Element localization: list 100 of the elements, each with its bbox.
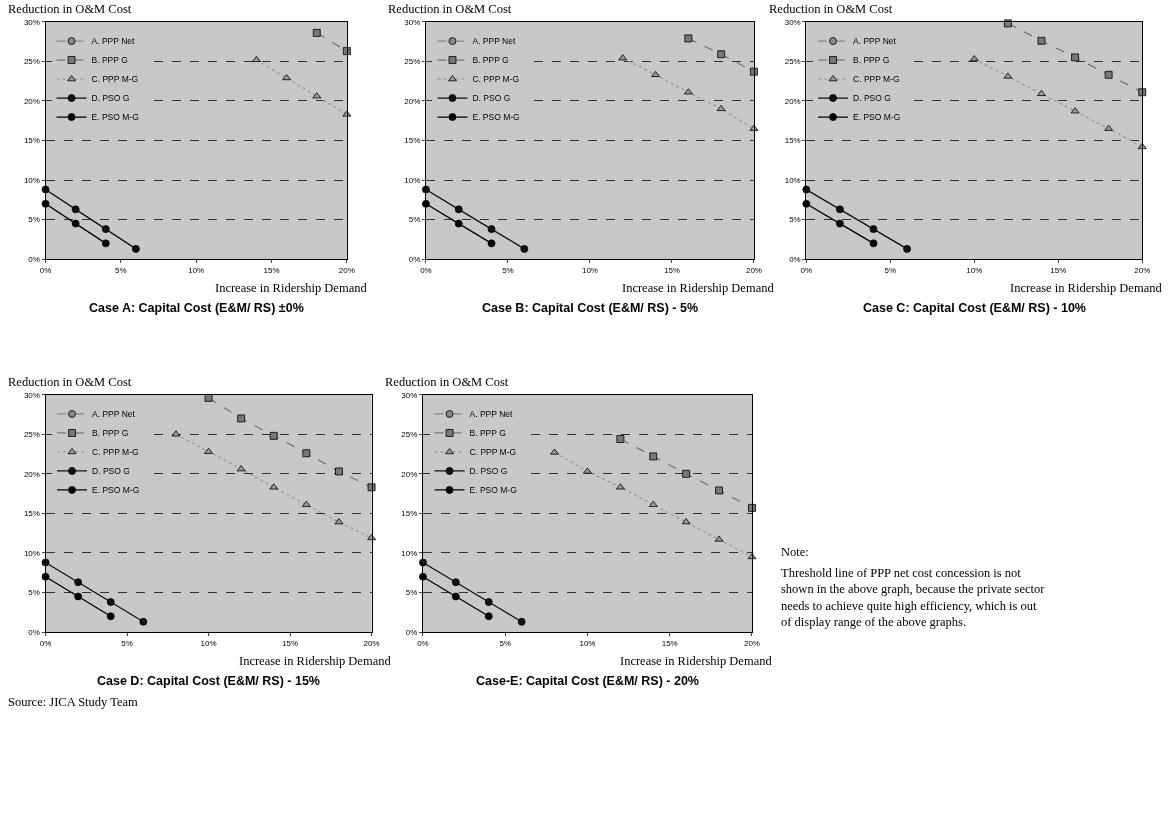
legend-label: E. PSO M-G (91, 112, 139, 123)
y-tick-label: 0% (789, 254, 801, 264)
legend-label: B. PPP G (853, 55, 890, 66)
x-tick-label: 5% (884, 265, 897, 275)
point (616, 435, 625, 443)
point (750, 67, 758, 76)
point (487, 239, 496, 248)
y-tick-label: 30% (23, 17, 40, 27)
y-tick-label: 5% (28, 588, 40, 598)
point (422, 185, 430, 194)
y-tick-label: 15% (784, 136, 801, 146)
point (301, 500, 311, 507)
source-note: Source: JICA Study Team (8, 695, 139, 709)
point (101, 225, 110, 234)
y-axis-title: Reduction in O&M Cost (388, 2, 512, 16)
text: Threshold line of PPP net cost concession is not shown in the above graph, because the private sector needs to achieve quite high efficiency, which is out of display range of the above graphs. (781, 566, 1046, 629)
point (302, 449, 311, 458)
point (1003, 19, 1012, 28)
y-tick-label: 20% (23, 469, 40, 479)
point (681, 518, 691, 525)
x-tick-label: 0% (800, 265, 813, 275)
point (282, 74, 292, 81)
x-tick-label: 20% (743, 638, 760, 648)
point (714, 535, 724, 542)
point (74, 592, 83, 601)
point (451, 592, 460, 601)
legend-label: B. PPP G (91, 55, 128, 66)
x-tick-label: 10% (188, 265, 205, 275)
y-axis-title: Reduction in O&M Cost (8, 2, 132, 16)
legend-label: E. PSO M-G (469, 485, 517, 496)
x-tick-label: 15% (663, 265, 680, 275)
point (367, 483, 376, 492)
y-tick-label: 5% (405, 588, 418, 598)
y-tick-label: 30% (404, 17, 421, 27)
point (342, 110, 352, 117)
y-tick-label: 25% (401, 430, 418, 440)
point (648, 500, 658, 507)
point (422, 199, 430, 208)
y-tick-label: 0% (405, 627, 418, 637)
y-tick-label: 5% (789, 215, 801, 225)
point (749, 124, 759, 131)
text: Case D: Capital Cost (E&M/ RS) - 15% (97, 674, 320, 688)
x-axis-title: Increase in Ridership Demand (215, 281, 368, 295)
y-axis-title: Reduction in O&M Cost (385, 375, 509, 389)
x-tick-label: 20% (363, 638, 380, 648)
point (717, 50, 726, 59)
y-tick-label: 5% (28, 215, 40, 225)
point (1003, 72, 1013, 79)
point (618, 54, 628, 61)
point (106, 612, 115, 621)
x-tick-label: 0% (39, 638, 52, 648)
text: Case B: Capital Cost (E&M/ RS) - 5% (482, 301, 699, 315)
x-tick-label: 10% (581, 265, 598, 275)
x-tick-label: 10% (966, 265, 983, 275)
point (1138, 88, 1147, 97)
point (651, 70, 660, 77)
y-tick-label: 0% (408, 254, 421, 264)
point (312, 28, 321, 37)
point (1071, 53, 1079, 62)
x-tick-label: 15% (1050, 265, 1067, 275)
point (204, 447, 213, 454)
y-tick-label: 5% (408, 215, 421, 225)
point (550, 448, 559, 455)
x-tick-label: 20% (745, 265, 762, 275)
point (237, 414, 246, 423)
x-tick-label: 10% (200, 638, 217, 648)
point (649, 452, 658, 461)
x-tick-label: 15% (661, 638, 678, 648)
y-tick-label: 0% (28, 254, 40, 264)
point (419, 558, 427, 567)
y-tick-label: 10% (401, 548, 418, 558)
point (715, 486, 723, 495)
point (748, 503, 756, 512)
point (1104, 124, 1114, 131)
legend-label: E. PSO M-G (853, 112, 901, 123)
y-tick-label: 0% (28, 627, 40, 637)
y-tick-label: 15% (404, 136, 421, 146)
point (716, 104, 726, 111)
y-tick-label: 20% (784, 96, 801, 106)
point (269, 431, 278, 440)
legend-label: B. PPP G (469, 428, 506, 439)
x-tick-label: 20% (338, 265, 355, 275)
x-tick-label: 10% (579, 638, 596, 648)
point (454, 219, 463, 228)
point (487, 225, 496, 234)
point (342, 47, 351, 55)
y-tick-label: 10% (23, 175, 40, 185)
x-tick-label: 5% (502, 265, 514, 275)
legend-label: D. PSO G (92, 466, 130, 477)
point (454, 205, 463, 214)
point (869, 239, 878, 248)
point (682, 469, 691, 478)
legend-label: C. PPP M-G (469, 447, 517, 458)
point (71, 219, 80, 228)
legend-label: A. PPP Net (91, 36, 136, 47)
y-tick-label: 30% (23, 390, 40, 400)
x-tick-label: 5% (499, 638, 511, 648)
y-tick-label: 15% (23, 136, 40, 146)
legend-label: B. PPP G (472, 55, 509, 66)
point (419, 572, 427, 581)
